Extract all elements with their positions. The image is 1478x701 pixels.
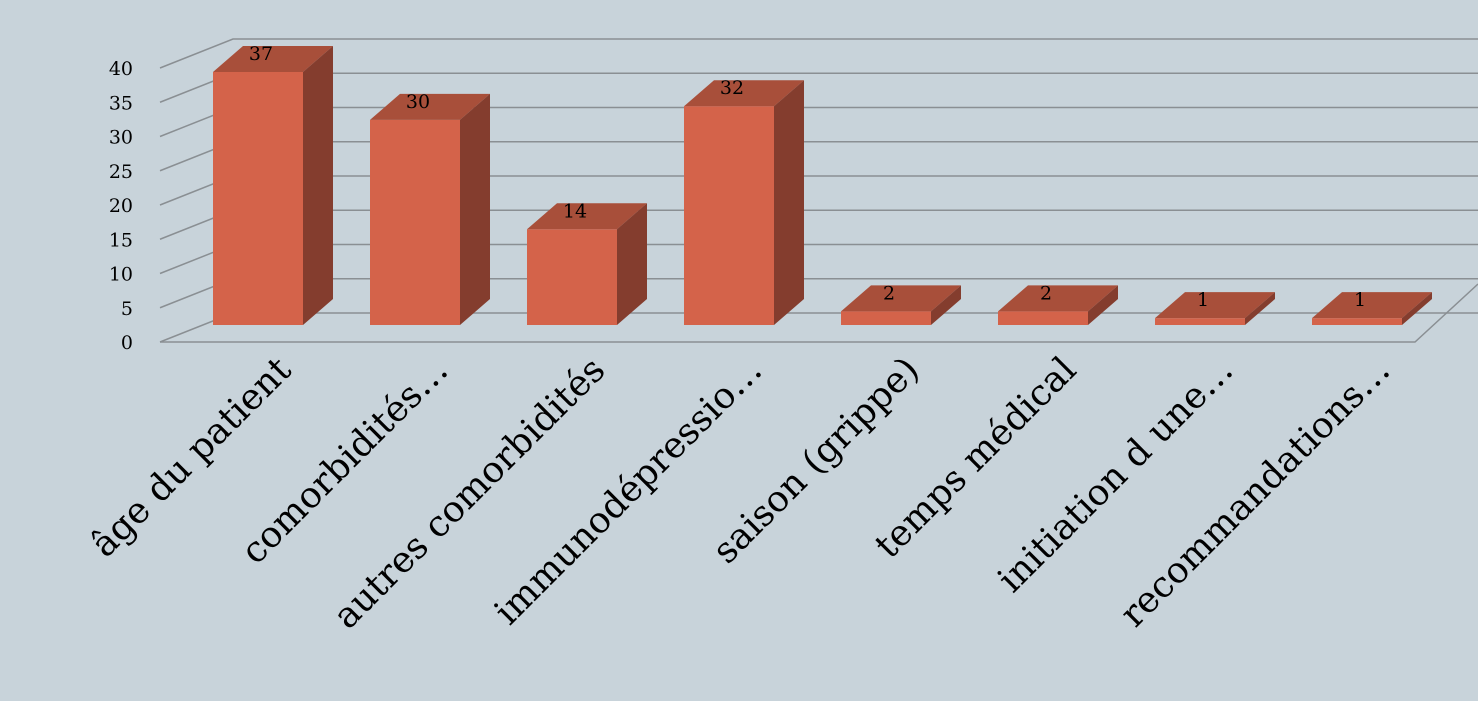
- bar-top: [1312, 292, 1432, 319]
- bar-front: [527, 229, 617, 325]
- gridline: [159, 38, 1478, 69]
- data-label: 2: [1040, 282, 1052, 304]
- y-tick-label: 15: [109, 229, 133, 251]
- gridline: [159, 72, 1478, 103]
- bar-side: [303, 46, 333, 325]
- data-label: 2: [883, 282, 895, 304]
- bar: [684, 80, 804, 326]
- bar-front: [370, 119, 460, 325]
- bar-side: [774, 80, 804, 326]
- bar-front: [1155, 318, 1245, 325]
- data-label: 1: [1197, 289, 1209, 311]
- bar-top: [841, 285, 961, 312]
- bar-side: [460, 93, 490, 325]
- bar: [1155, 292, 1275, 325]
- bar: [841, 285, 961, 325]
- gridline: [159, 312, 1478, 343]
- y-tick-label: 10: [109, 264, 133, 286]
- data-label: 30: [406, 91, 430, 113]
- category-label: recommandations…: [1113, 349, 1399, 635]
- data-label: 1: [1354, 289, 1366, 311]
- bar: [998, 285, 1118, 325]
- bar-top: [998, 285, 1118, 312]
- gridline: [159, 278, 1478, 309]
- y-axis-ticks: 0 5 10 15 20 25 30 35 40: [109, 58, 133, 354]
- bar-top: [527, 203, 647, 230]
- bar-side: [931, 285, 961, 325]
- floor-edge: [160, 283, 1478, 343]
- bar-side: [1245, 292, 1275, 325]
- bar-front: [841, 311, 931, 325]
- gridlines: [159, 38, 1478, 343]
- data-label: 14: [563, 200, 587, 222]
- bar-side: [1088, 285, 1118, 325]
- bar-side: [617, 203, 647, 325]
- data-label: 32: [720, 77, 744, 99]
- bar-top: [370, 93, 490, 120]
- category-label: immunodépressio…: [487, 349, 770, 632]
- y-tick-label: 25: [109, 161, 133, 183]
- gridline: [159, 209, 1478, 240]
- bar: [1312, 292, 1432, 325]
- bar-top: [213, 46, 333, 72]
- data-label: 37: [249, 43, 273, 65]
- bar-top: [684, 80, 804, 107]
- y-tick-label: 20: [109, 195, 133, 217]
- bar: [213, 46, 333, 325]
- bar: [370, 93, 490, 325]
- bar: [527, 203, 647, 325]
- gridline: [159, 106, 1478, 138]
- gridline: [159, 175, 1478, 206]
- y-tick-label: 35: [109, 92, 133, 114]
- bar-top: [1155, 292, 1275, 319]
- data-labels: 37 30 14 32 2 2 1 1: [249, 43, 1366, 311]
- bar-front: [998, 311, 1088, 325]
- category-label: autres comorbidités: [326, 349, 614, 637]
- bar-front: [213, 72, 303, 325]
- y-tick-label: 0: [121, 332, 133, 354]
- y-tick-label: 40: [109, 58, 133, 80]
- gridline: [159, 243, 1478, 275]
- y-tick-label: 5: [121, 298, 133, 320]
- bar-side: [1402, 292, 1432, 325]
- bar-front: [684, 106, 774, 326]
- bar-front: [1312, 318, 1402, 325]
- gridline: [159, 141, 1478, 172]
- bars: [213, 46, 1432, 326]
- y-tick-label: 30: [109, 127, 133, 149]
